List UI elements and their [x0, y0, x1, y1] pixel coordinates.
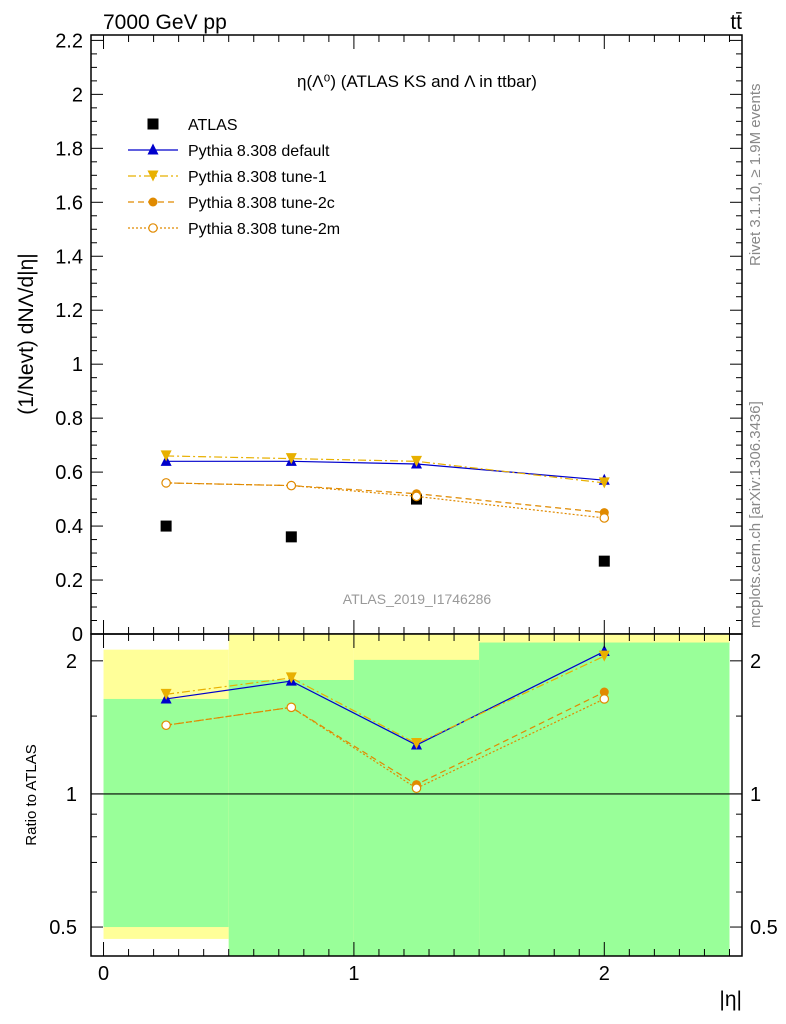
legend-label: Pythia 8.308 default	[188, 143, 330, 160]
main-data-point	[598, 477, 610, 489]
main-series-line-4	[166, 482, 605, 519]
uncertainty-band-green	[103, 698, 229, 928]
ratio-data-point	[411, 738, 422, 750]
legend-marker	[148, 223, 158, 233]
main-y-tick-label: 0.2	[55, 570, 83, 592]
x-tick-label: 2	[599, 963, 610, 985]
ratio-series-line-0	[166, 650, 605, 746]
main-data-point	[599, 513, 610, 523]
rivet-version-label: Rivet 3.1.10, ≥ 1.9M events	[747, 84, 764, 267]
main-y-tick-label: 1.8	[55, 138, 83, 160]
legend-marker	[147, 143, 159, 155]
main-y-axis-label: (1/Nevt) dNΛ/d|η|	[15, 253, 38, 415]
ratio-data-point	[599, 687, 609, 697]
ratio-data-point	[286, 702, 297, 713]
main-plot-panel: 0 0.2 0.4 0.6 0.8 1 1.2 1.4 1.6 1.8 2 2.2 η(Λ⁰) (AT…	[15, 30, 743, 646]
mcplots-reference-label: mcplots.cern.ch [arXiv:1306.3436]	[747, 401, 764, 628]
main-y-tick-label: 2	[72, 84, 83, 106]
x-tick-label: 1	[348, 963, 359, 985]
main-y-tick-label: 1	[72, 354, 83, 376]
ratio-y-tick-label-right: 0.5	[750, 917, 778, 939]
ratio-data-point	[161, 720, 171, 731]
header-process-label: tt̄	[730, 11, 742, 34]
uncertainty-band-green	[353, 659, 480, 956]
main-y-tick-label: 0.4	[55, 516, 83, 538]
x-tick-label: 0	[98, 963, 109, 985]
ratio-data-point	[598, 650, 610, 662]
legend-marker	[147, 118, 159, 130]
analysis-watermark: ATLAS_2019_I1746286	[343, 591, 492, 607]
legend-label: ATLAS	[188, 117, 238, 134]
ratio-y-axis-label: Ratio to ATLAS	[23, 744, 40, 845]
ratio-data-point	[411, 783, 422, 794]
ratio-y-tick-label-right: 1	[750, 784, 761, 806]
legend-marker	[148, 197, 158, 207]
ratio-y-tick-label-left: 2	[66, 651, 77, 673]
main-y-tick-label: 1.2	[55, 300, 83, 322]
x-axis-label: |η|	[719, 988, 742, 1011]
ratio-series-line-3	[166, 698, 605, 789]
main-y-tick-label: 0	[72, 624, 83, 646]
ratio-y-tick-label-left: 0.5	[49, 917, 77, 939]
legend: ATLAS Pythia 8.308 default Pythia 8.308 tu…	[128, 117, 340, 238]
legend-label: Pythia 8.308 tune-2m	[188, 221, 340, 238]
legend-label: Pythia 8.308 tune-1	[188, 169, 327, 186]
ratio-frame	[90, 633, 743, 957]
plot-title: η(Λ⁰) (ATLAS KS and Λ in ttbar)	[297, 72, 537, 91]
legend-label: Pythia 8.308 tune-2c	[188, 195, 335, 212]
main-data-point	[411, 455, 422, 467]
ratio-series-line-1	[166, 655, 605, 745]
main-series-line-3	[166, 482, 605, 514]
main-y-tick-label: 1.6	[55, 192, 83, 214]
ratio-data-point	[285, 672, 297, 684]
ratio-plot-panel: 0.5 0.5 1 1 2 2 0 1 2 Ratio to ATLAS |η|	[23, 633, 778, 1011]
ratio-series-line-2	[166, 691, 605, 786]
main-data-point	[411, 491, 422, 502]
main-y-tick-label: 0.6	[55, 462, 83, 484]
main-data-point	[160, 450, 172, 462]
main-y-tick-label: 0.8	[55, 408, 83, 430]
ratio-data-point	[599, 694, 610, 704]
main-data-point	[285, 453, 297, 465]
main-series-line-2	[166, 455, 605, 484]
main-y-tick-label: 1.4	[55, 246, 83, 268]
main-data-point	[286, 480, 297, 491]
main-data-point	[598, 555, 610, 567]
ratio-y-tick-label-right: 2	[750, 651, 761, 673]
main-data-point	[160, 520, 172, 532]
uncertainty-band-green	[228, 680, 354, 956]
main-data-point	[161, 478, 171, 488]
legend-marker	[147, 170, 159, 182]
main-y-tick-label: 2.2	[55, 30, 83, 52]
header-energy-label: 7000 GeV pp	[103, 11, 227, 34]
ratio-y-tick-label-left: 1	[66, 784, 77, 806]
main-data-point	[285, 531, 297, 543]
main-series-line-1	[166, 460, 605, 481]
ratio-data-point	[160, 688, 172, 700]
